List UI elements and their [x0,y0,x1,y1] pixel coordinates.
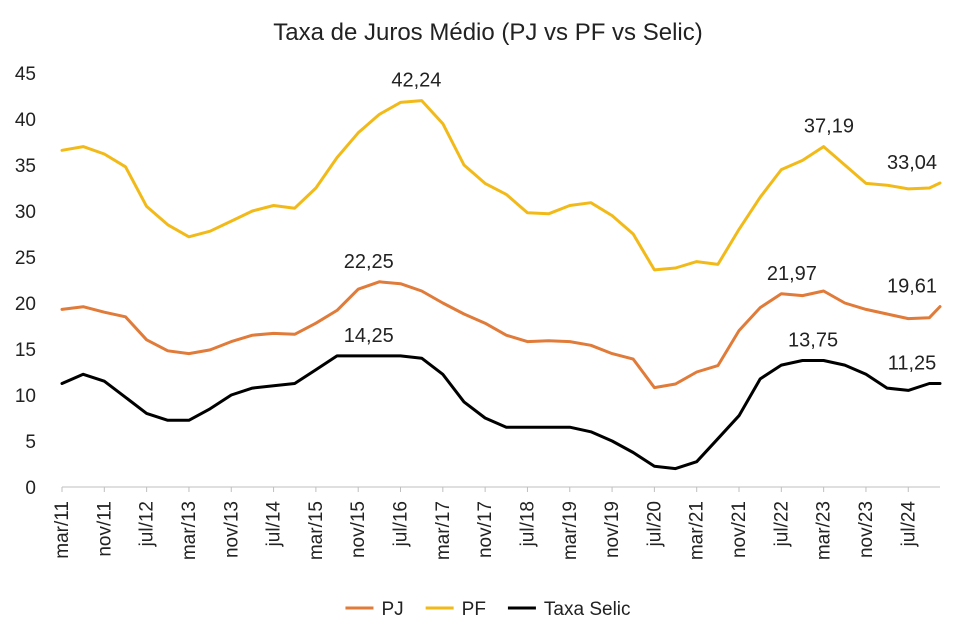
y-tick-label: 25 [15,248,36,269]
data-label: 22,25 [344,251,394,273]
x-tick-label: nov/13 [221,501,242,558]
x-tick-label: jul/20 [644,501,665,547]
data-label: 11,25 [888,353,937,375]
chart-title: Taxa de Juros Médio (PJ vs PF vs Selic) [273,19,702,46]
data-label: 13,75 [788,330,838,352]
x-tick-label: mar/23 [814,501,835,560]
y-tick-label: 35 [15,156,36,177]
y-tick-label: 10 [15,386,36,407]
data-label: 37,19 [804,116,854,138]
x-tick-label: nov/19 [602,501,623,558]
x-tick-label: jul/16 [391,501,412,547]
series-line-taxa-selic [60,354,942,471]
data-label: 19,61 [887,276,937,298]
y-tick-label: 30 [15,202,36,223]
x-tick-label: mar/15 [306,501,327,560]
y-tick-label: 40 [15,110,36,131]
x-tick-label: jul/18 [517,501,538,547]
x-tick-label: jul/12 [137,501,158,547]
y-axis: 0 5 10 15 20 25 30 35 40 45 [15,64,36,499]
data-label: 33,04 [887,152,937,174]
data-labels: 22,25 21,97 19,61 42,24 37,19 33,04 14,25 13,75… [344,70,937,375]
y-tick-label: 45 [15,64,36,85]
x-tick-label: nov/17 [475,501,496,558]
legend-label: PF [462,599,486,620]
y-tick-label: 15 [15,340,36,361]
series-layer [60,99,942,471]
x-tick-label: nov/11 [94,501,115,557]
x-tick-label: mar/21 [687,501,708,560]
y-tick-label: 20 [15,294,36,315]
x-tick-label: nov/23 [856,501,877,558]
x-tick-label: mar/11 [52,501,73,559]
series-line-pf [60,99,942,272]
x-tick-label: jul/24 [898,501,919,548]
legend: PJ PF Taxa Selic [345,599,631,620]
series-line-pj [60,280,942,390]
x-tick-label: mar/13 [179,501,200,560]
x-tick-label: jul/14 [264,501,285,548]
x-axis: mar/11 nov/11 jul/12 mar/13 nov/13 jul/14 mar/… [52,486,940,560]
y-tick-label: 5 [25,432,36,453]
legend-label: Taxa Selic [544,599,631,620]
x-tick-label: nov/15 [348,501,369,558]
data-label: 14,25 [344,325,394,347]
data-label: 42,24 [391,70,441,92]
x-tick-label: mar/17 [433,501,454,560]
legend-label: PJ [381,599,403,620]
data-label: 21,97 [767,263,817,285]
y-tick-label: 0 [25,478,36,499]
x-tick-label: mar/19 [560,501,581,560]
x-tick-label: nov/21 [729,501,750,558]
x-tick-label: jul/22 [771,501,792,547]
